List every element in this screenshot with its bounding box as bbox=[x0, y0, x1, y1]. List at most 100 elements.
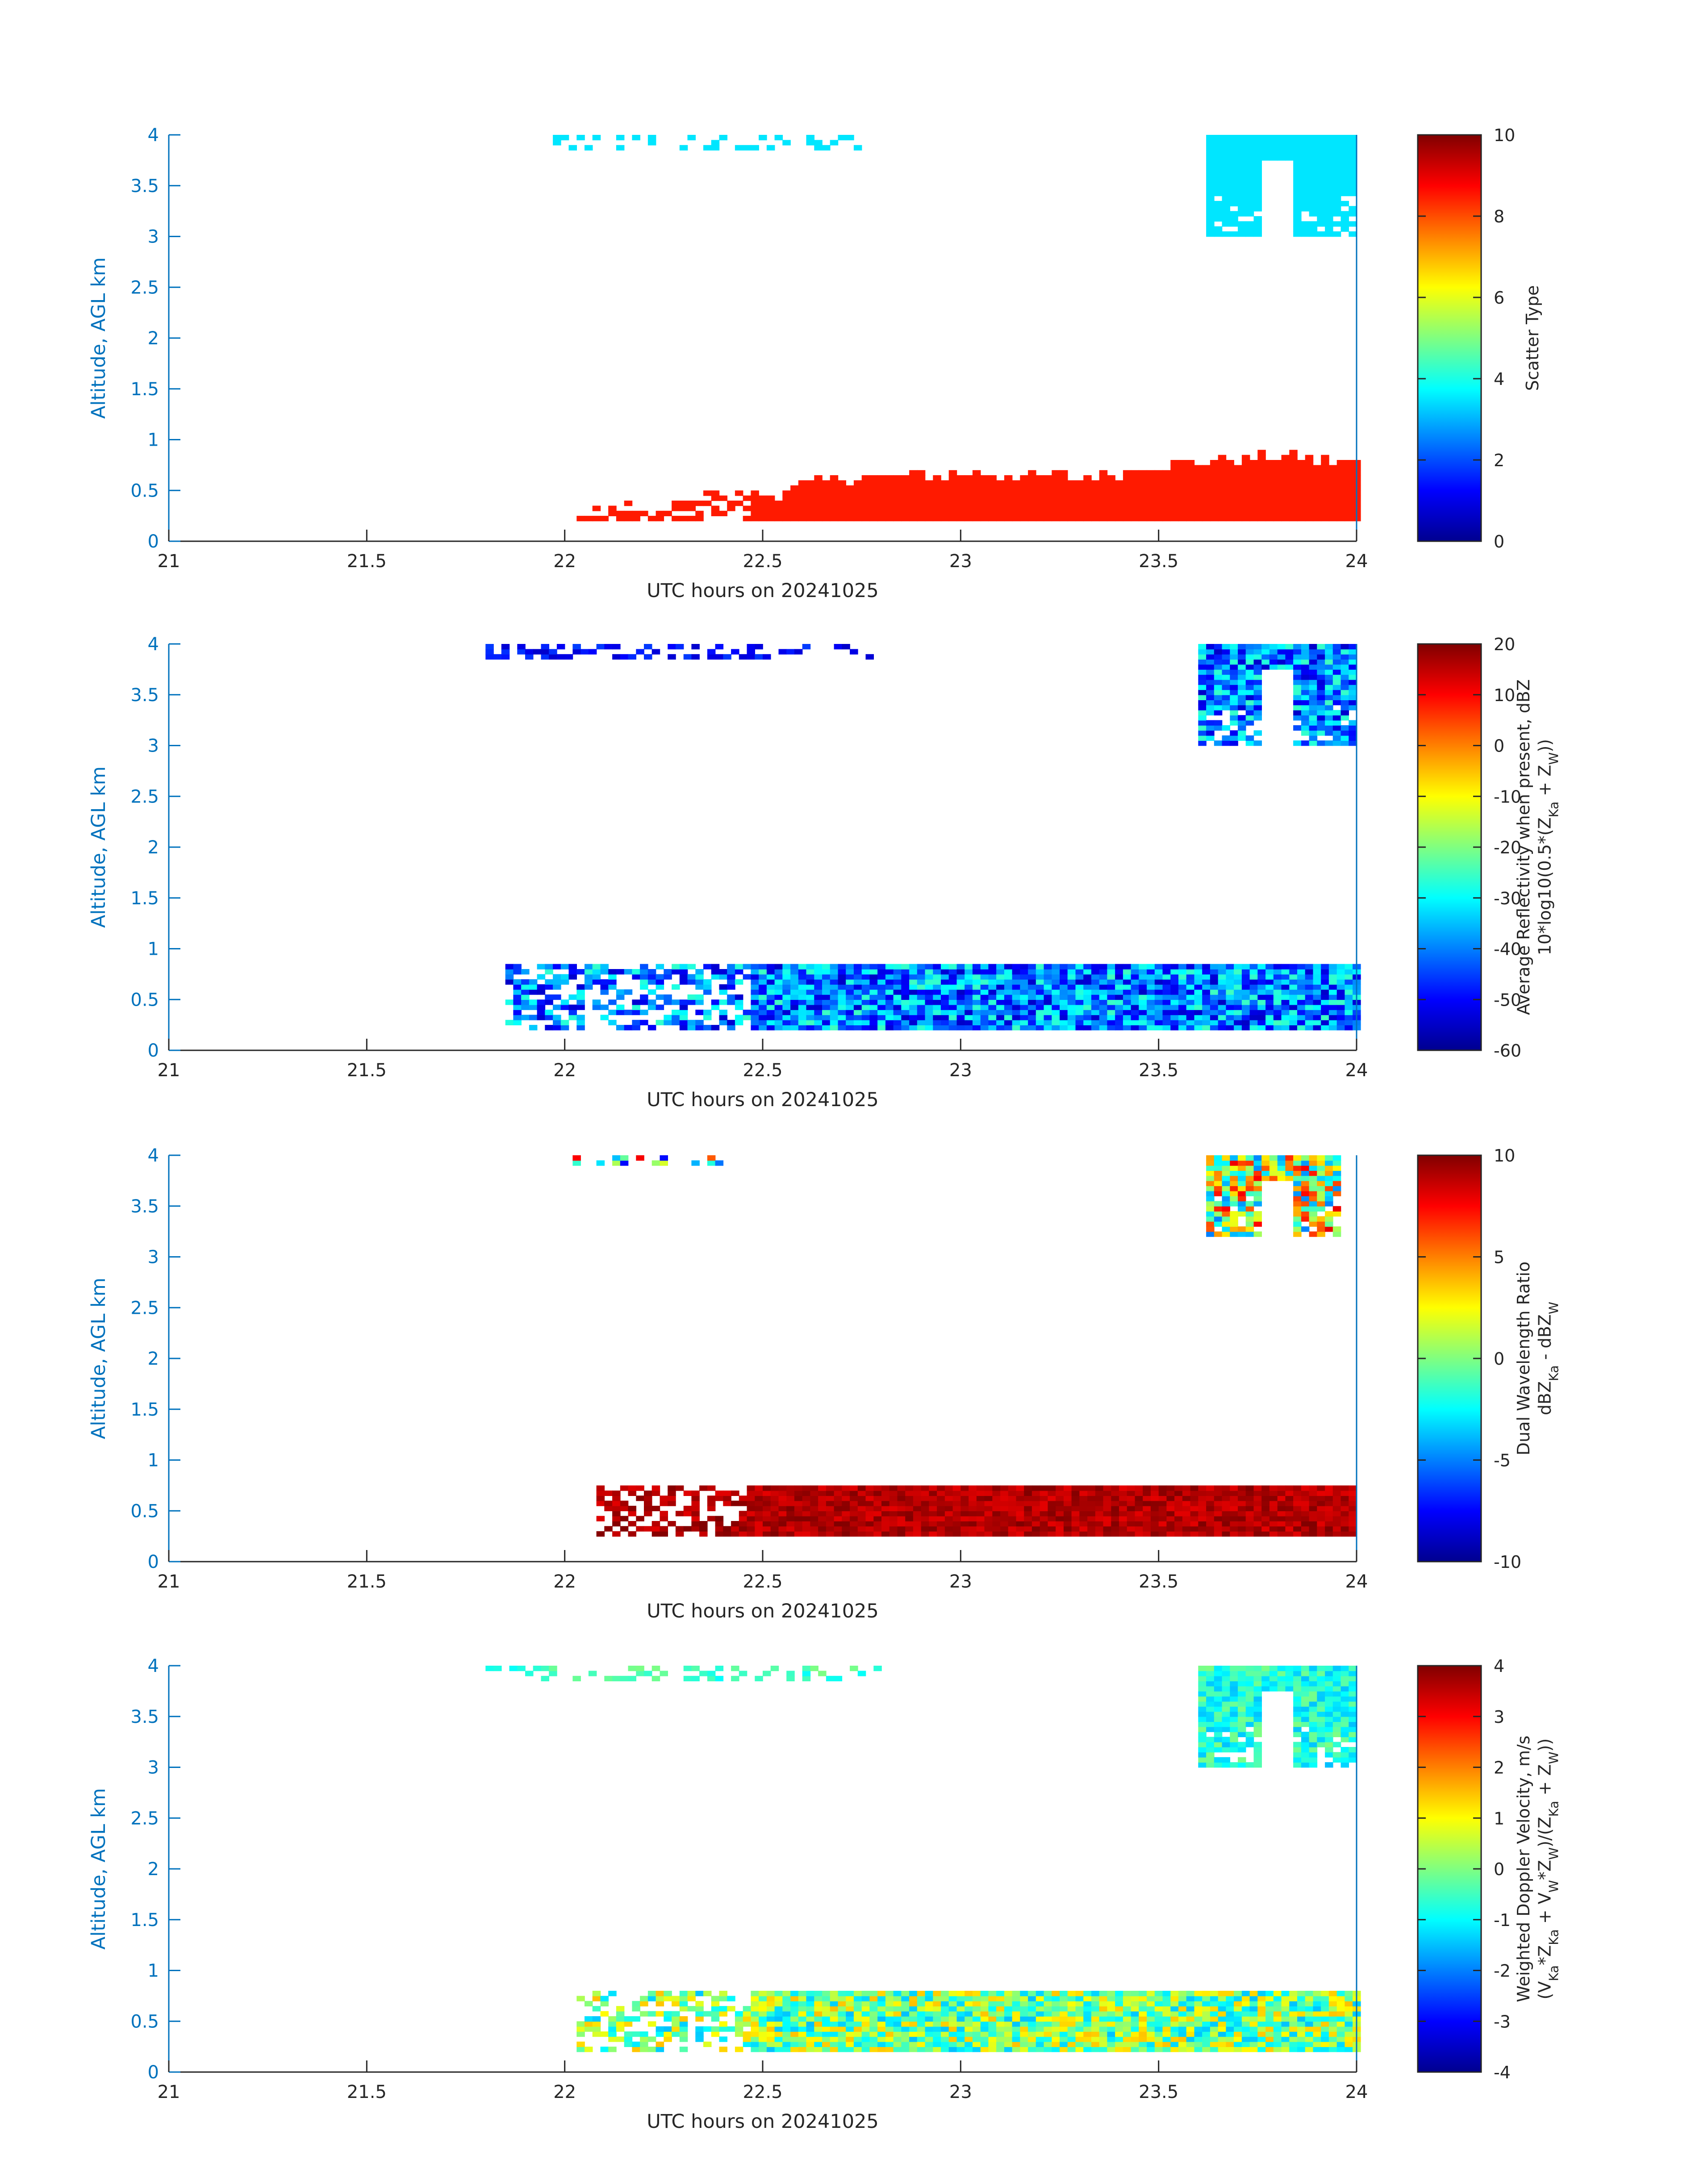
data-cell bbox=[651, 1485, 660, 1491]
data-cell bbox=[1052, 984, 1060, 990]
data-cell bbox=[1170, 2047, 1179, 2052]
data-cell bbox=[703, 984, 712, 990]
data-cell bbox=[1281, 974, 1290, 980]
data-cell bbox=[1139, 2036, 1147, 2042]
data-cell bbox=[1222, 140, 1230, 146]
data-cell bbox=[755, 1490, 763, 1496]
data-cell bbox=[996, 506, 1005, 511]
data-cell bbox=[1060, 1991, 1068, 1997]
data-cell bbox=[1044, 510, 1052, 516]
data-cell bbox=[1186, 485, 1195, 491]
data-cell bbox=[1238, 1191, 1246, 1196]
data-cell bbox=[1182, 1516, 1191, 1521]
data-cell bbox=[1016, 1485, 1024, 1491]
data-cell bbox=[1036, 2016, 1044, 2022]
data-cell bbox=[838, 495, 846, 501]
data-cell bbox=[1060, 470, 1068, 476]
data-cell bbox=[1004, 1991, 1013, 1997]
data-cell bbox=[1154, 2001, 1163, 2006]
data-cell bbox=[521, 1015, 530, 1020]
data-cell bbox=[1131, 2026, 1140, 2032]
data-cell bbox=[1020, 999, 1028, 1005]
data-cell bbox=[553, 140, 561, 146]
data-cell bbox=[668, 1490, 676, 1496]
data-cell bbox=[1040, 1490, 1048, 1496]
data-cell bbox=[501, 654, 510, 660]
data-cell bbox=[620, 1160, 629, 1166]
data-cell bbox=[735, 2011, 743, 2017]
data-cell bbox=[1206, 1221, 1215, 1227]
data-cell bbox=[909, 974, 918, 980]
data-cell bbox=[917, 2016, 926, 2022]
data-cell bbox=[1289, 470, 1298, 476]
data-cell bbox=[885, 984, 894, 990]
data-cell bbox=[608, 1010, 617, 1015]
data-cell bbox=[521, 994, 530, 1000]
data-cell bbox=[1245, 140, 1254, 146]
data-cell bbox=[1332, 659, 1341, 665]
data-cell bbox=[1332, 221, 1341, 227]
data-cell bbox=[1328, 1025, 1337, 1031]
data-cell bbox=[537, 989, 546, 995]
data-cell bbox=[1332, 201, 1341, 207]
data-cell bbox=[1234, 510, 1242, 516]
data-cell bbox=[1309, 1201, 1318, 1207]
data-cell bbox=[1285, 1165, 1294, 1171]
data-cell bbox=[751, 964, 759, 969]
data-cell bbox=[1305, 969, 1314, 975]
data-cell bbox=[695, 1025, 704, 1031]
data-cell bbox=[1202, 490, 1211, 496]
data-cell bbox=[1245, 1231, 1254, 1237]
data-cell bbox=[1325, 1170, 1333, 1176]
data-cell bbox=[1031, 1521, 1040, 1527]
data-cell bbox=[782, 2036, 791, 2042]
data-cell bbox=[743, 506, 752, 511]
data-cell bbox=[929, 1500, 937, 1506]
data-cell bbox=[715, 1496, 724, 1501]
data-cell bbox=[1245, 674, 1254, 680]
data-cell bbox=[1194, 984, 1203, 990]
data-cell bbox=[1341, 180, 1349, 186]
data-cell bbox=[877, 501, 886, 506]
data-cell bbox=[1317, 145, 1325, 150]
data-cell bbox=[1182, 1485, 1191, 1491]
data-cell bbox=[956, 516, 965, 522]
data-cell bbox=[1210, 1991, 1219, 1997]
data-cell bbox=[751, 969, 759, 975]
data-cell bbox=[1245, 206, 1254, 212]
data-cell bbox=[1214, 1500, 1223, 1506]
data-cell bbox=[1044, 1015, 1052, 1020]
data-cell bbox=[1265, 470, 1274, 476]
data-cell bbox=[660, 1511, 668, 1517]
data-cell bbox=[869, 2031, 878, 2037]
data-cell bbox=[1024, 1485, 1032, 1491]
data-cell bbox=[1131, 485, 1140, 491]
data-cell bbox=[1020, 989, 1028, 995]
data-cell bbox=[1293, 1521, 1302, 1527]
data-cell bbox=[1095, 1496, 1104, 1501]
data-cell bbox=[735, 2026, 743, 2032]
data-cell bbox=[1198, 1485, 1207, 1491]
data-cell bbox=[1317, 216, 1325, 222]
data-cell bbox=[1202, 2031, 1211, 2037]
data-cell bbox=[1230, 720, 1238, 726]
data-cell bbox=[1238, 1500, 1246, 1506]
data-cell bbox=[608, 2047, 617, 2052]
data-cell bbox=[1301, 1485, 1310, 1491]
data-cell bbox=[842, 1516, 850, 1521]
data-cell bbox=[1349, 1516, 1357, 1521]
data-cell bbox=[838, 135, 846, 141]
data-cell bbox=[976, 1531, 985, 1537]
data-cell bbox=[545, 999, 553, 1005]
data-cell bbox=[1194, 475, 1203, 481]
data-cell bbox=[1313, 506, 1321, 511]
data-cell bbox=[1336, 994, 1345, 1000]
data-cell bbox=[814, 516, 823, 522]
data-cell bbox=[1253, 710, 1262, 716]
data-cell bbox=[1301, 1526, 1310, 1532]
data-cell bbox=[814, 145, 823, 150]
data-cell bbox=[909, 1010, 918, 1015]
data-cell bbox=[1206, 654, 1215, 660]
data-cell bbox=[1020, 1991, 1028, 1997]
data-cell bbox=[889, 1500, 898, 1506]
